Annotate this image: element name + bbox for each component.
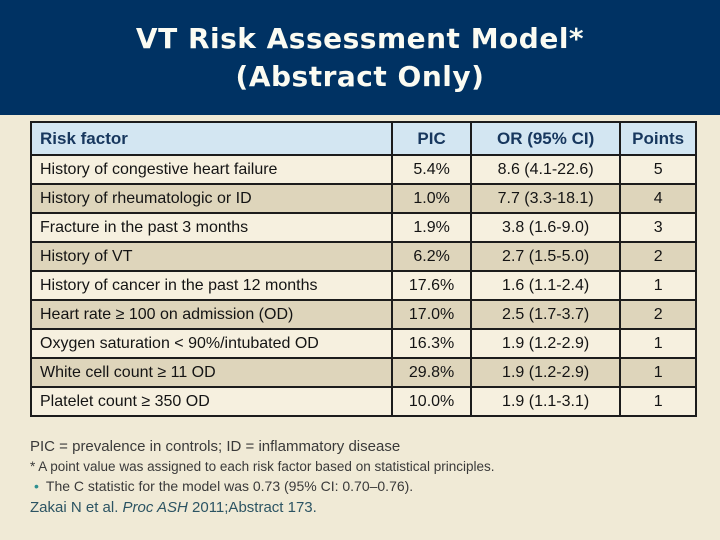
cell-col-pic: 6.2% xyxy=(391,241,472,272)
slide-title-line2: (Abstract Only) xyxy=(235,59,485,93)
cell-col-points: 1 xyxy=(619,386,697,417)
slide-title-line1: VT Risk Assessment Model* xyxy=(135,21,585,55)
cell-col-pic: 17.6% xyxy=(391,270,472,301)
cell-col-factor: Fracture in the past 3 months xyxy=(29,212,394,243)
c-statistic-text: The C statistic for the model was 0.73 (… xyxy=(45,478,414,494)
cell-col-pic: 1.9% xyxy=(391,212,472,243)
bullet-icon: • xyxy=(34,478,39,494)
table-body: History of congestive heart failure 5.4% 8… xyxy=(29,154,697,417)
cell-col-pic: 5.4% xyxy=(391,154,472,185)
cell-col-or: 1.9 (1.2-2.9) xyxy=(469,328,622,359)
table-row: Oxygen saturation < 90%/intubated OD 16.3… xyxy=(29,328,697,359)
cell-col-or: 3.8 (1.6-9.0) xyxy=(469,212,622,243)
header-cell-col-points: Points xyxy=(619,121,697,156)
c-statistic-note: • The C statistic for the model was 0.73… xyxy=(30,476,700,496)
cell-col-pic: 17.0% xyxy=(391,299,472,330)
citation-journal: Proc ASH xyxy=(122,499,188,516)
cell-col-pic: 16.3% xyxy=(391,328,472,359)
table-row: History of VT 6.2% 2.7 (1.5-5.0) 2 xyxy=(29,241,697,272)
risk-factor-table: Risk factor PIC OR (95% CI) Points History … xyxy=(29,121,697,417)
cell-col-points: 1 xyxy=(619,328,697,359)
citation-ref: 2011;Abstract 173. xyxy=(187,499,317,516)
table-row: White cell count ≥ 11 OD 29.8% 1.9 (1.2-2.… xyxy=(29,357,697,388)
cell-col-factor: History of cancer in the past 12 months xyxy=(29,270,394,301)
cell-col-pic: 29.8% xyxy=(391,357,472,388)
cell-col-points: 1 xyxy=(619,357,697,388)
cell-col-factor: Platelet count ≥ 350 OD xyxy=(29,386,394,417)
cell-col-points: 2 xyxy=(619,299,697,330)
cell-col-pic: 1.0% xyxy=(391,183,472,214)
cell-col-or: 2.7 (1.5-5.0) xyxy=(469,241,622,272)
title-band: VT Risk Assessment Model* (Abstract Only… xyxy=(0,0,720,115)
cell-col-points: 1 xyxy=(619,270,697,301)
citation: Zakai N et al. Proc ASH 2011;Abstract 17… xyxy=(30,498,700,518)
table-row: History of rheumatologic or ID 1.0% 7.7 (3… xyxy=(29,183,697,214)
cell-col-points: 2 xyxy=(619,241,697,272)
cell-col-or: 8.6 (4.1-22.6) xyxy=(469,154,622,185)
cell-col-or: 1.6 (1.1-2.4) xyxy=(469,270,622,301)
header-cell-col-pic: PIC xyxy=(391,121,472,156)
table-row: Fracture in the past 3 months 1.9% 3.8 (1.… xyxy=(29,212,697,243)
cell-col-or: 1.9 (1.2-2.9) xyxy=(469,357,622,388)
table-row: Heart rate ≥ 100 on admission (OD) 17.0% 2… xyxy=(29,299,697,330)
header-cell-col-factor: Risk factor xyxy=(29,121,394,156)
asterisk-footnote: * A point value was assigned to each ris… xyxy=(30,459,495,474)
cell-col-or: 2.5 (1.7-3.7) xyxy=(469,299,622,330)
cell-col-factor: History of VT xyxy=(29,241,394,272)
table-row: Platelet count ≥ 350 OD 10.0% 1.9 (1.1-3.1… xyxy=(29,386,697,417)
cell-col-or: 7.7 (3.3-18.1) xyxy=(469,183,622,214)
table-row: History of cancer in the past 12 months 1… xyxy=(29,270,697,301)
footnotes: PIC = prevalence in controls; ID = infla… xyxy=(30,437,700,518)
abbreviations-note: PIC = prevalence in controls; ID = infla… xyxy=(30,438,401,455)
cell-col-pic: 10.0% xyxy=(391,386,472,417)
cell-col-points: 3 xyxy=(619,212,697,243)
table-header-row: Risk factor PIC OR (95% CI) Points xyxy=(29,121,697,156)
cell-col-points: 5 xyxy=(619,154,697,185)
cell-col-factor: Heart rate ≥ 100 on admission (OD) xyxy=(29,299,394,330)
cell-col-or: 1.9 (1.1-3.1) xyxy=(469,386,622,417)
table-row: History of congestive heart failure 5.4% 8… xyxy=(29,154,697,185)
cell-col-factor: White cell count ≥ 11 OD xyxy=(29,357,394,388)
cell-col-factor: History of rheumatologic or ID xyxy=(29,183,394,214)
cell-col-factor: Oxygen saturation < 90%/intubated OD xyxy=(29,328,394,359)
citation-authors: Zakai N et al. xyxy=(30,499,123,516)
cell-col-factor: History of congestive heart failure xyxy=(29,154,394,185)
cell-col-points: 4 xyxy=(619,183,697,214)
header-cell-col-or: OR (95% CI) xyxy=(469,121,622,156)
